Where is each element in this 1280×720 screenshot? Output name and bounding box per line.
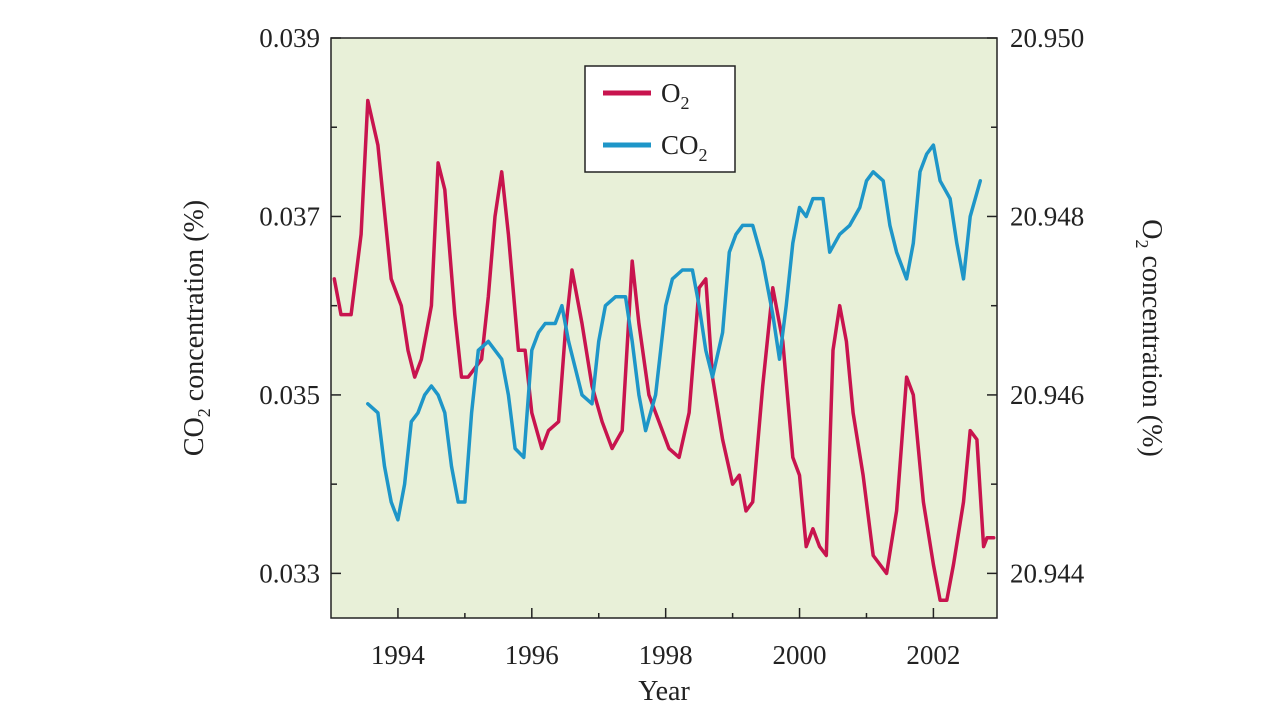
left-y-tick-label: 0.037 <box>259 201 320 231</box>
x-tick-label: 1996 <box>505 640 559 670</box>
series-line-co2 <box>366 143 983 522</box>
series-line-o2 <box>332 98 996 602</box>
legend-label-co2: CO2 <box>661 130 708 165</box>
legend: O2 CO2 <box>584 65 736 173</box>
series-layer <box>332 98 996 602</box>
legend-box <box>584 65 736 173</box>
left-y-tick-label: 0.033 <box>259 558 320 588</box>
right-y-tick-label: 20.950 <box>1010 23 1084 53</box>
left-y-axis-title: CO2 concentration (%) <box>179 200 214 456</box>
legend-label-o2: O2 <box>661 78 690 113</box>
right-y-tick-label: 20.944 <box>1010 558 1085 588</box>
x-axis-title: Year <box>638 676 690 707</box>
left-y-tick-label: 0.039 <box>259 23 320 53</box>
ticks-layer: 1994 1996 1998 2000 2002 0.033 0.035 0.037 0.039… <box>259 23 1085 670</box>
right-y-tick-label: 20.946 <box>1010 380 1084 410</box>
right-y-tick-label: 20.948 <box>1010 201 1084 231</box>
x-tick-label: 2002 <box>906 640 960 670</box>
plot-frame <box>330 37 998 619</box>
x-tick-label: 1994 <box>371 640 426 670</box>
left-y-tick-label: 0.035 <box>259 380 320 410</box>
x-tick-label: 2000 <box>773 640 827 670</box>
x-tick-label: 1998 <box>639 640 693 670</box>
right-y-axis-title: O2 concentration (%) <box>1132 219 1167 457</box>
